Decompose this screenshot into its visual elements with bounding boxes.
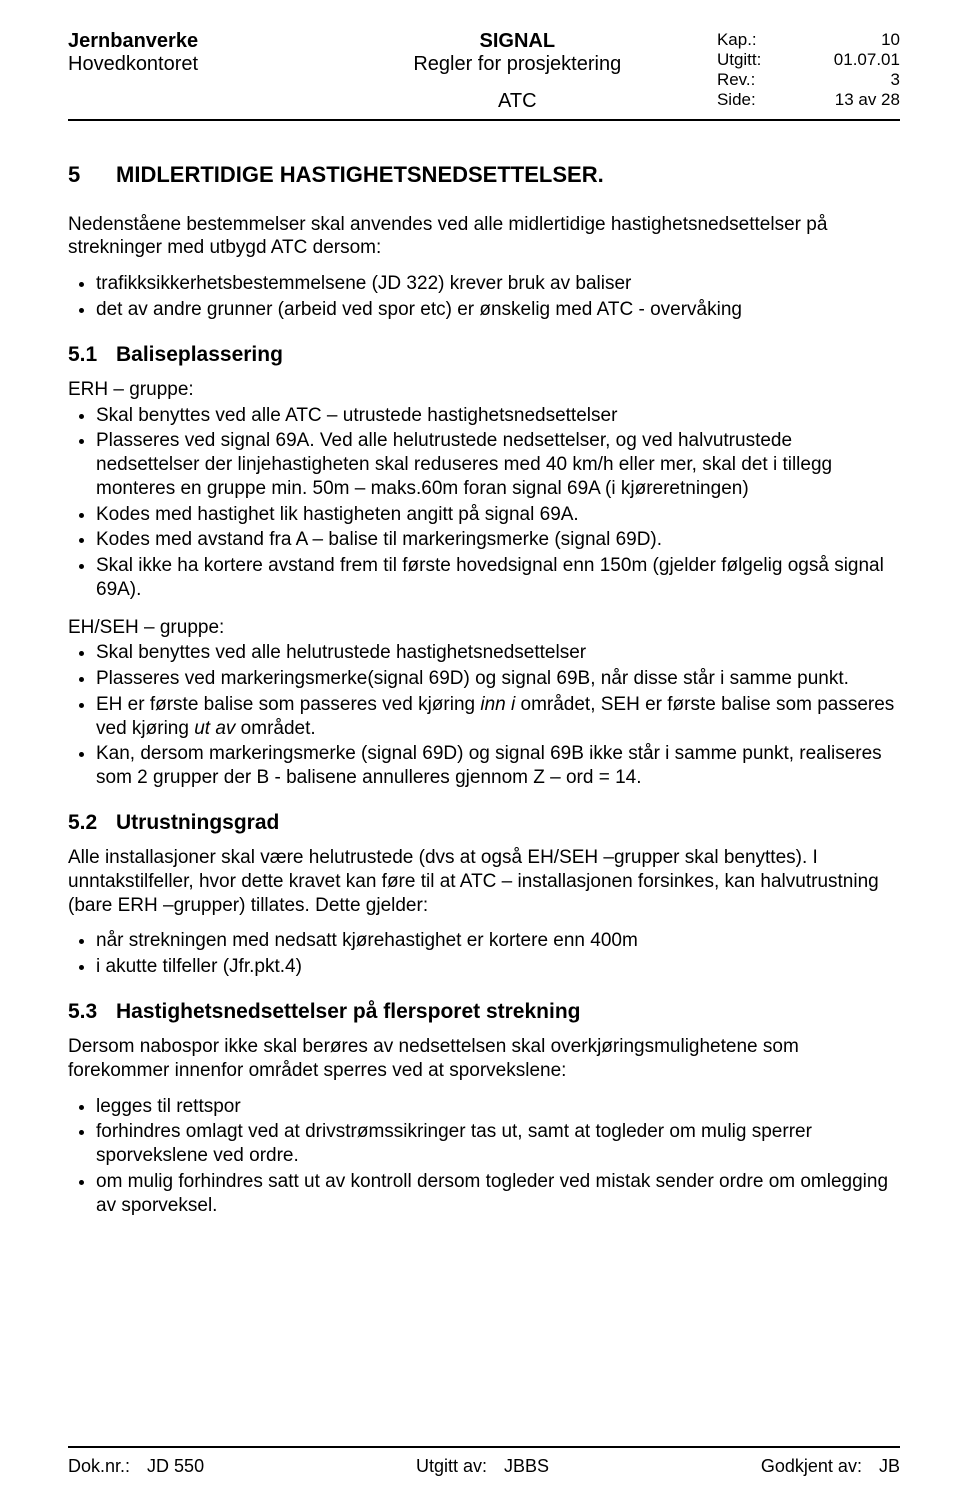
rev-value: 3: [891, 70, 900, 90]
page-footer: Dok.nr.: JD 550 Utgitt av: JBBS Godkjent…: [68, 1446, 900, 1477]
eh-list: Skal benyttes ved alle helutrustede hast…: [68, 641, 900, 790]
list-item: om mulig forhindres satt ut av kontroll …: [96, 1170, 900, 1218]
org-name-2: Hovedkontoret: [68, 53, 318, 76]
section-5-1-num: 5.1: [68, 342, 116, 368]
section-5-title: MIDLERTIDIGE HASTIGHETSNEDSETTELSER.: [116, 161, 604, 189]
footer-rule: [68, 1446, 900, 1448]
doc-title-signal: SIGNAL: [351, 30, 684, 53]
list-item: Skal benyttes ved alle helutrustede hast…: [96, 641, 900, 665]
list-item: Skal ikke ha kortere avstand frem til fø…: [96, 554, 900, 602]
list-item: Kodes med avstand fra A – balise til mar…: [96, 528, 900, 552]
footer-godkjent: Godkjent av: JB: [761, 1456, 900, 1477]
footer-utgitt: Utgitt av: JBBS: [416, 1456, 549, 1477]
list-item: Plasseres ved markeringsmerke(signal 69D…: [96, 667, 900, 691]
utgitt-value: 01.07.01: [834, 50, 900, 70]
section-5-3-list: legges til rettspor forhindres omlagt ve…: [68, 1095, 900, 1218]
section-5-3-heading: 5.3 Hastighetsnedsettelser på flersporet…: [68, 999, 900, 1025]
list-item: Skal benyttes ved alle ATC – utrustede h…: [96, 404, 900, 428]
section-5-3-para: Dersom nabospor ikke skal berøres av ned…: [68, 1035, 900, 1083]
side-label: Side:: [717, 90, 756, 110]
section-5-heading: 5 MIDLERTIDIGE HASTIGHETSNEDSETTELSER.: [68, 161, 900, 189]
section-5-2-title: Utrustningsgrad: [116, 810, 279, 836]
section-5-2-num: 5.2: [68, 810, 116, 836]
list-item: Plasseres ved signal 69A. Ved alle helut…: [96, 429, 900, 500]
godkjent-av-value: JB: [879, 1456, 900, 1476]
doknr-label: Dok.nr.:: [68, 1456, 130, 1476]
content: 5 MIDLERTIDIGE HASTIGHETSNEDSETTELSER. N…: [68, 161, 900, 1217]
utgitt-av-label: Utgitt av:: [416, 1456, 487, 1476]
footer-doknr: Dok.nr.: JD 550: [68, 1456, 204, 1477]
kap-label: Kap.:: [717, 30, 757, 50]
section-5-2-heading: 5.2 Utrustningsgrad: [68, 810, 900, 836]
section-5-1-title: Baliseplassering: [116, 342, 283, 368]
list-item: Kan, dersom markeringsmerke (signal 69D)…: [96, 742, 900, 790]
list-item: når strekningen med nedsatt kjørehastigh…: [96, 929, 900, 953]
section-5-intro-list: trafikksikkerhetsbestemmelsene (JD 322) …: [68, 272, 900, 322]
godkjent-av-label: Godkjent av:: [761, 1456, 862, 1476]
doknr-value: JD 550: [147, 1456, 204, 1476]
list-item: Kodes med hastighet lik hastigheten angi…: [96, 503, 900, 527]
list-item: det av andre grunner (arbeid ved spor et…: [96, 298, 900, 322]
rev-label: Rev.:: [717, 70, 755, 90]
section-5-3-title: Hastighetsnedsettelser på flersporet str…: [116, 999, 580, 1025]
doc-atc: ATC: [351, 90, 684, 113]
eh-group-label: EH/SEH – gruppe:: [68, 616, 900, 640]
section-5-2-list: når strekningen med nedsatt kjørehastigh…: [68, 929, 900, 979]
list-item: i akutte tilfeller (Jfr.pkt.4): [96, 955, 900, 979]
list-item: forhindres omlagt ved at drivstrømssikri…: [96, 1120, 900, 1168]
list-item: EH er første balise som passeres ved kjø…: [96, 693, 900, 741]
utgitt-av-value: JBBS: [504, 1456, 549, 1476]
erh-list: Skal benyttes ved alle ATC – utrustede h…: [68, 404, 900, 602]
section-5-num: 5: [68, 161, 116, 189]
list-item: legges til rettspor: [96, 1095, 900, 1119]
list-item: trafikksikkerhetsbestemmelsene (JD 322) …: [96, 272, 900, 296]
section-5-intro: Nedenståene bestemmelser skal anvendes v…: [68, 213, 900, 261]
page-header: Jernbanverke Hovedkontoret SIGNAL Regler…: [68, 30, 900, 121]
side-value: 13 av 28: [835, 90, 900, 110]
utgitt-label: Utgitt:: [717, 50, 761, 70]
erh-group-label: ERH – gruppe:: [68, 378, 900, 402]
org-name-1: Jernbanverke: [68, 30, 318, 53]
section-5-2-para: Alle installasjoner skal være helutruste…: [68, 846, 900, 917]
section-5-3-num: 5.3: [68, 999, 116, 1025]
doc-subtitle: Regler for prosjektering: [351, 53, 684, 76]
kap-value: 10: [881, 30, 900, 50]
section-5-1-heading: 5.1 Baliseplassering: [68, 342, 900, 368]
header-rule: [68, 119, 900, 121]
